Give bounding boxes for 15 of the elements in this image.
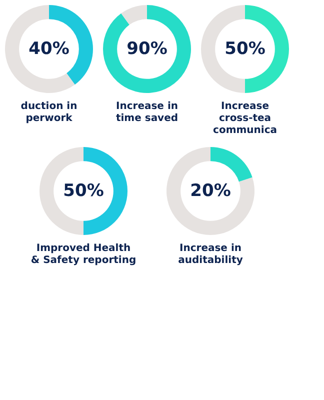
donut-slice — [166, 147, 254, 235]
text: Increase cross-tea communica — [213, 101, 277, 136]
text: Increase in time saved — [116, 101, 178, 124]
text: 40% — [28, 39, 70, 59]
text: Increase in auditability — [178, 243, 244, 266]
donut-slice — [103, 5, 191, 93]
text: duction in perwork — [20, 101, 78, 124]
donut-slice — [121, 5, 147, 25]
text: 50% — [224, 39, 266, 59]
text: 50% — [63, 181, 104, 201]
donut-slice — [210, 147, 252, 182]
donut-slice — [5, 5, 75, 93]
text: 20% — [190, 181, 231, 201]
text: Improved Health & Safety reporting — [30, 243, 136, 266]
text: 90% — [126, 39, 168, 59]
